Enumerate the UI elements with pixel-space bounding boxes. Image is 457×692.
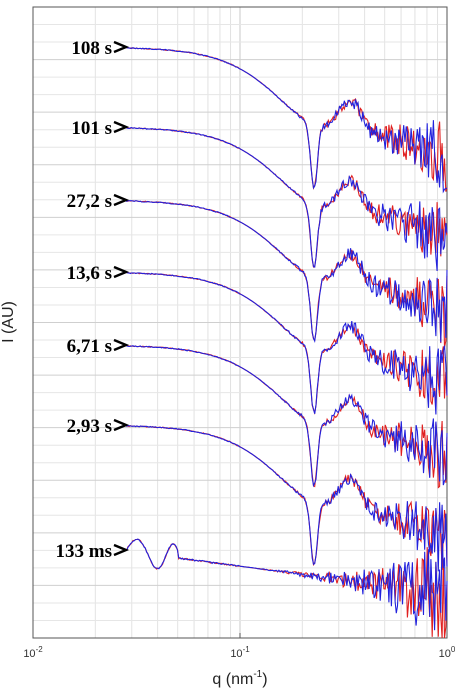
series-layer (125, 46, 448, 639)
series-arrow-icon (113, 543, 130, 557)
x-axis-label-exponent: -1 (253, 669, 262, 680)
x-axis-label-main: q (nm (212, 671, 253, 688)
series-arrow-icon (113, 338, 130, 352)
x-tick-labels: 10-2 10-1 100 (23, 633, 456, 660)
x-tick-exponent: 0 (451, 645, 456, 654)
x-tick-label: 10-1 (230, 645, 250, 660)
series-measured-line (125, 344, 448, 488)
series-measured-line (125, 46, 448, 194)
series-arrow-icon (113, 418, 130, 432)
series-label: 6,71 s (67, 336, 112, 357)
series-measured-line (125, 271, 448, 415)
x-tick-base: 10 (23, 648, 35, 660)
series-label: 108 s (71, 38, 112, 59)
series-label: 27,2 s (67, 191, 112, 212)
series-fit-line (125, 538, 448, 639)
x-tick-base: 10 (230, 648, 242, 660)
series-labels: 108 s 101 s 27,2 s 13,6 s 6,71 s 2,93 s 133 ms (56, 38, 130, 562)
series-label: 13,6 s (67, 263, 112, 284)
x-axis-label: q (nm-1) (212, 669, 267, 688)
x-tick-label: 10-2 (23, 645, 43, 660)
x-tick-exponent: -1 (243, 645, 251, 654)
series-measured-line (125, 424, 448, 572)
series-label: 133 ms (56, 541, 112, 562)
series-arrow-icon (113, 120, 130, 134)
series-measured-line (125, 126, 448, 272)
series-arrow-icon (113, 40, 130, 54)
series-measured-line (125, 199, 448, 343)
x-tick-label: 100 (439, 645, 456, 660)
series-arrow-icon (113, 265, 130, 279)
x-axis-label-suffix: ) (262, 671, 267, 688)
series-label: 101 s (71, 118, 112, 139)
series-arrow-icon (113, 193, 130, 207)
x-tick-exponent: -2 (36, 645, 44, 654)
x-tick-base: 10 (439, 648, 451, 660)
y-axis-label: I (AU) (0, 301, 17, 343)
series-measured-line (125, 533, 448, 631)
series-label: 2,93 s (67, 416, 112, 437)
